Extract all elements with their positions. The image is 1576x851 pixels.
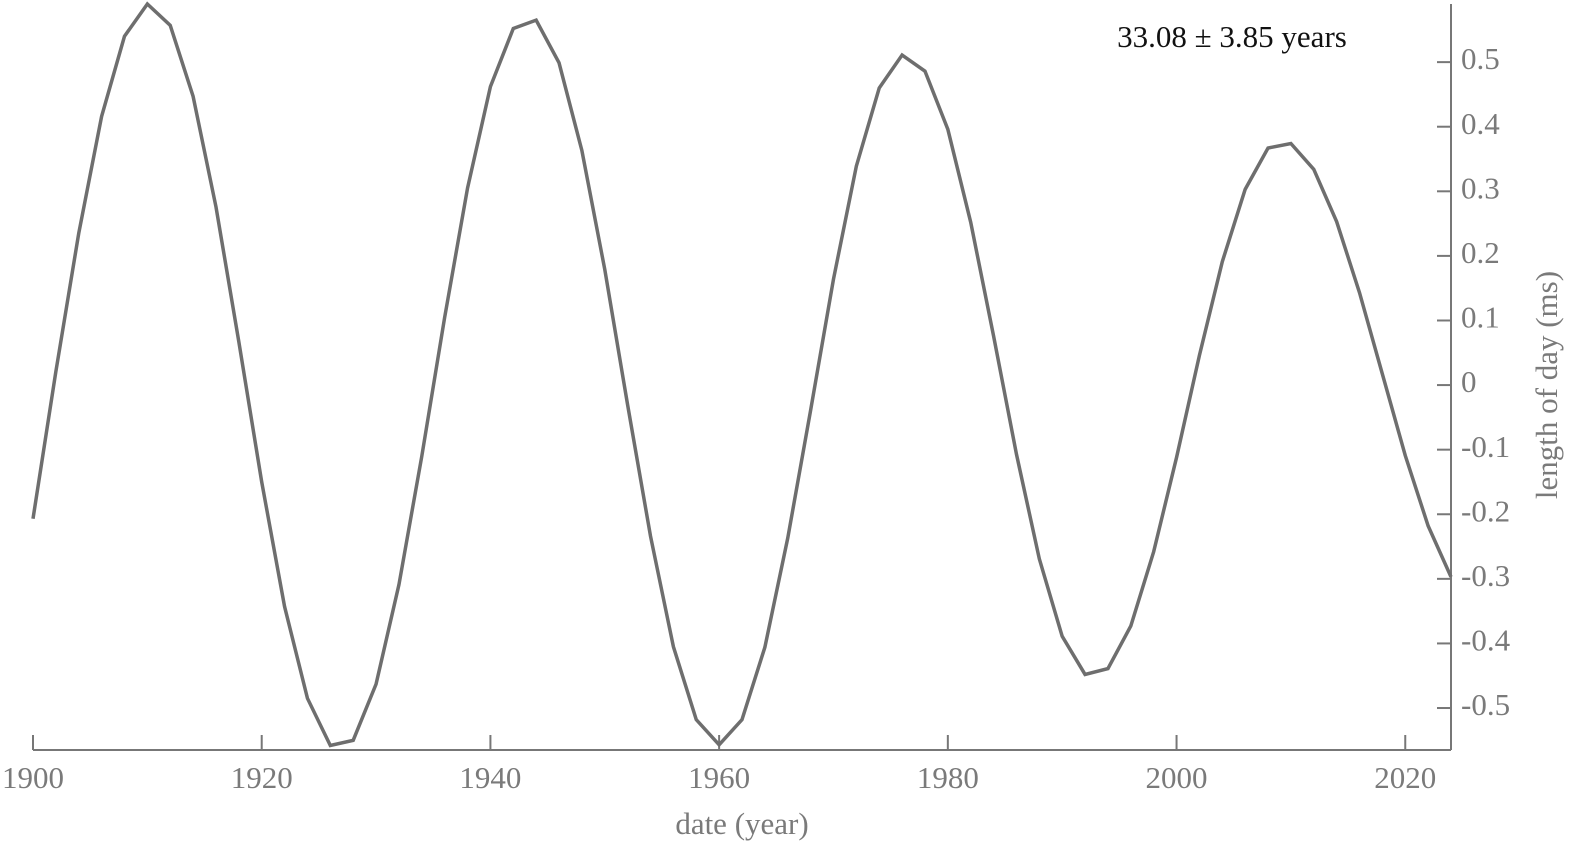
- y-axis-label: length of day (ms): [1529, 271, 1564, 499]
- x-tick-label: 1900: [2, 760, 64, 795]
- x-tick-label: 2020: [1374, 760, 1436, 795]
- y-tick-label: -0.1: [1461, 429, 1510, 464]
- x-tick-label: 1960: [688, 760, 750, 795]
- y-tick-label: 0.2: [1461, 235, 1500, 270]
- annotation: 33.08 ± 3.85 years: [1117, 19, 1347, 54]
- y-tick-label: 0.3: [1461, 170, 1500, 205]
- y-tick-label: 0.4: [1461, 106, 1500, 141]
- x-axis-label: date (year): [675, 806, 808, 841]
- x-tick-label: 1980: [917, 760, 979, 795]
- y-tick-label: 0.1: [1461, 300, 1500, 335]
- x-tick-label: 2000: [1146, 760, 1208, 795]
- x-tick-label: 1940: [459, 760, 521, 795]
- y-tick-label: -0.2: [1461, 493, 1510, 528]
- y-tick-label: -0.4: [1461, 623, 1511, 658]
- data-line: [31, 1, 1453, 748]
- x-tick-label: 1920: [231, 760, 293, 795]
- y-tick-label: -0.5: [1461, 687, 1510, 722]
- y-tick-label: -0.3: [1461, 558, 1510, 593]
- y-tick-label: 0: [1461, 364, 1477, 399]
- y-tick-label: 0.5: [1461, 41, 1500, 76]
